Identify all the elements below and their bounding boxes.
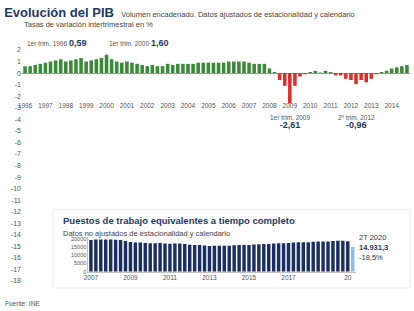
svg-text:2006: 2006 bbox=[221, 102, 236, 109]
svg-text:2011: 2011 bbox=[324, 102, 338, 109]
svg-text:2002: 2002 bbox=[140, 102, 155, 109]
svg-text:Evolución del PIB Volumen enc: Evolución del PIB Volumen encadenado. Da… bbox=[4, 5, 355, 20]
svg-text:2011: 2011 bbox=[163, 274, 177, 281]
svg-text:-11: -11 bbox=[11, 197, 21, 204]
svg-text:2000: 2000 bbox=[99, 102, 114, 109]
svg-text:2009: 2009 bbox=[123, 274, 138, 281]
svg-text:10000: 10000 bbox=[71, 252, 86, 258]
svg-text:1998: 1998 bbox=[59, 102, 74, 109]
svg-text:-7: -7 bbox=[15, 150, 21, 157]
svg-text:2013: 2013 bbox=[202, 274, 217, 281]
svg-text:2: 2 bbox=[17, 46, 21, 53]
svg-text:2005: 2005 bbox=[201, 102, 216, 109]
svg-text:1er trim. 1996 0,59: 1er trim. 1996 0,59 bbox=[27, 38, 86, 48]
svg-text:-3: -3 bbox=[15, 104, 21, 111]
svg-text:-8: -8 bbox=[15, 162, 21, 169]
svg-text:Puestos de trabajo equivalente: Puestos de trabajo equivalentes a tiempo… bbox=[63, 215, 295, 226]
svg-text:2003: 2003 bbox=[160, 102, 175, 109]
svg-text:2007: 2007 bbox=[242, 102, 257, 109]
svg-text:Tasas de variación intertrimes: Tasas de variación intertrimestral en % bbox=[24, 20, 153, 29]
svg-text:20: 20 bbox=[344, 274, 352, 281]
svg-text:2012: 2012 bbox=[344, 102, 359, 109]
svg-text:-4: -4 bbox=[15, 116, 21, 123]
svg-text:1999: 1999 bbox=[79, 102, 94, 109]
svg-text:5000: 5000 bbox=[74, 260, 86, 266]
svg-text:2º trim. 2012-0,96: 2º trim. 2012-0,96 bbox=[338, 114, 375, 130]
svg-text:1er trim. 2000 1,60: 1er trim. 2000 1,60 bbox=[109, 38, 168, 48]
svg-text:2017: 2017 bbox=[281, 274, 296, 281]
svg-text:-9: -9 bbox=[15, 174, 21, 181]
svg-text:-12: -12 bbox=[11, 208, 21, 215]
svg-text:2008: 2008 bbox=[262, 102, 277, 109]
svg-text:-18: -18 bbox=[11, 277, 21, 284]
svg-text:-6: -6 bbox=[15, 139, 21, 146]
svg-text:2004: 2004 bbox=[181, 102, 196, 109]
svg-text:-14: -14 bbox=[11, 231, 21, 238]
svg-text:-2: -2 bbox=[15, 93, 21, 100]
svg-text:-15: -15 bbox=[11, 243, 21, 250]
svg-text:-17: -17 bbox=[11, 266, 21, 273]
svg-text:2013: 2013 bbox=[364, 102, 379, 109]
svg-text:-5: -5 bbox=[15, 127, 21, 134]
svg-text:Fuente: INE: Fuente: INE bbox=[5, 300, 40, 307]
svg-text:15000: 15000 bbox=[71, 244, 86, 250]
svg-text:1996: 1996 bbox=[18, 102, 33, 109]
svg-text:-1: -1 bbox=[15, 81, 21, 88]
svg-text:-10: -10 bbox=[11, 185, 21, 192]
svg-text:0: 0 bbox=[83, 269, 86, 275]
svg-text:2015: 2015 bbox=[242, 274, 257, 281]
svg-text:20000: 20000 bbox=[71, 236, 86, 242]
svg-text:-16: -16 bbox=[11, 254, 21, 261]
svg-text:Datos no ajustados de estacion: Datos no ajustados de estacionalidad y c… bbox=[63, 229, 230, 238]
svg-text:2T 202014.931,3-18,5%: 2T 202014.931,3-18,5% bbox=[359, 233, 388, 262]
svg-text:1997: 1997 bbox=[38, 102, 53, 109]
svg-text:2007: 2007 bbox=[84, 274, 99, 281]
svg-text:-13: -13 bbox=[11, 220, 21, 227]
svg-text:2001: 2001 bbox=[120, 102, 135, 109]
svg-text:1: 1 bbox=[17, 58, 21, 65]
svg-text:2010: 2010 bbox=[303, 102, 318, 109]
svg-text:0: 0 bbox=[17, 70, 21, 77]
svg-text:1er trim. 2009-2,61: 1er trim. 2009-2,61 bbox=[270, 114, 310, 130]
svg-text:2009: 2009 bbox=[283, 102, 298, 109]
svg-text:2014: 2014 bbox=[384, 102, 399, 109]
